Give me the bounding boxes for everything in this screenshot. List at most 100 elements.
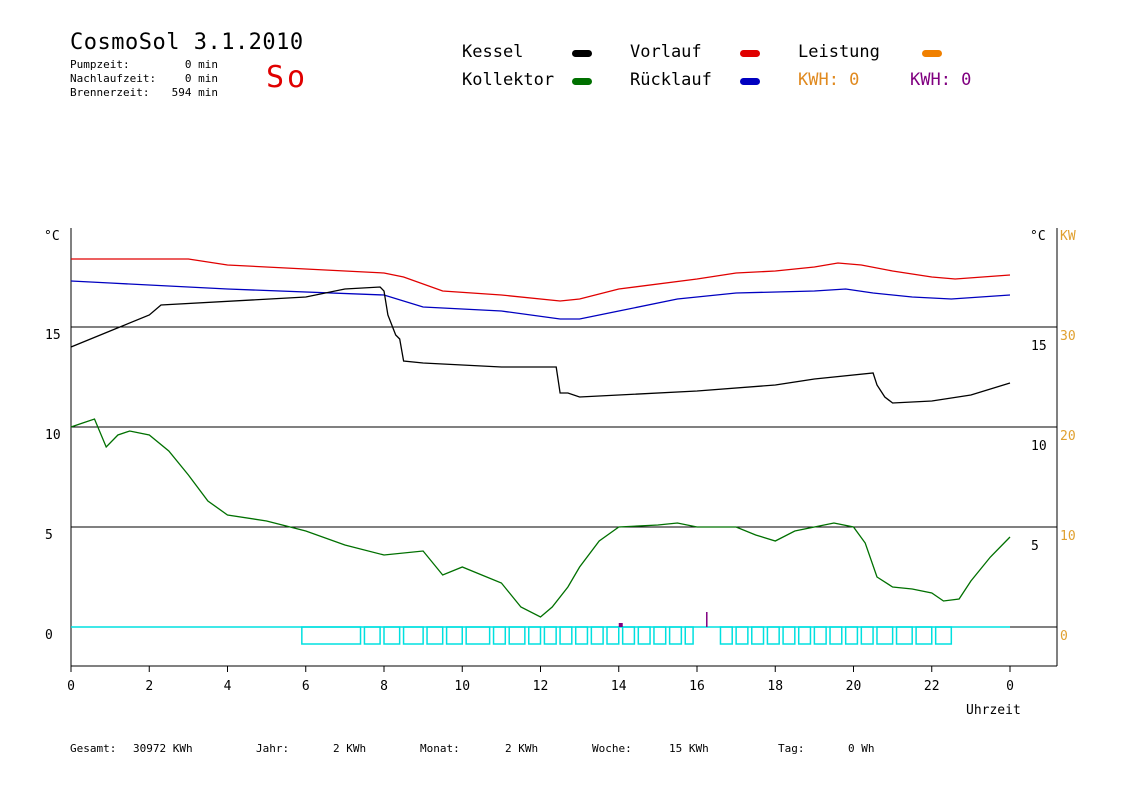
left-axis-unit: °C [44,229,60,244]
footer-gesamt-value: 30972 KWh [133,742,193,755]
pump-cycle [402,626,424,645]
legend-kollektor-label: Kollektor [462,70,555,90]
x-tick-label: 20 [846,679,862,694]
chart-grid [71,326,1057,628]
series-line-kollektor [70,418,1011,618]
x-tick-label: 18 [767,679,783,694]
pump-cycle [684,626,694,645]
pump-cycle [797,626,812,645]
pump-cycle [528,626,542,645]
pump-cycle [653,626,667,645]
footer-tag-label: Tag: [778,742,805,755]
weekday-label: So [266,60,309,95]
stat-label-pumpzeit: Pumpzeit: [70,58,130,71]
pump-cycle [782,626,796,645]
kw-tick-label: 10 [1060,529,1076,544]
legend-kwh-orange: KWH: 0 [798,70,860,90]
stat-label-nachlaufzeit: Nachlaufzeit: [70,72,157,85]
footer-woche-value: 15 KWh [669,742,709,755]
kw-axis-unit: KW [1060,229,1076,244]
footer-tag-value: 0 Wh [848,742,875,755]
pump-cycle [860,626,874,645]
x-tick-label: 2 [145,679,153,694]
pump-cycle [559,626,573,645]
footer-gesamt-label: Gesamt: [70,742,117,755]
pump-cycle [844,626,859,645]
pump-cycle [813,626,827,645]
series-line-kessel [70,286,1011,404]
legend-kwh-purple: KWH: 0 [910,70,972,90]
legend-kessel-swatch [572,50,592,57]
left-tick-label: 0 [45,628,53,643]
right-axis-unit: °C [1030,229,1046,244]
x-tick-label: 10 [454,679,470,694]
legend-leistung-label: Leistung [798,42,880,62]
leistung-marker [618,623,623,627]
pump-cycle [934,626,953,645]
pump-cycle [735,626,749,645]
series-line-vorlauf [71,258,1011,302]
pump-cycle [445,626,464,645]
x-tick-label: 4 [224,679,232,694]
left-tick-label: 15 [45,328,61,343]
kw-tick-label: 0 [1060,629,1068,644]
pump-cycle [766,626,780,645]
axis-labels: 0 2 4 6 8 10 12 14 16 18 20 22 0 Uhrzeit °C 15 10 5 0 °C 15 1… [44,229,1076,718]
pump-cycle [590,626,604,645]
x-tick-label: 0 [67,679,75,694]
stat-value-pumpzeit: 0 min [184,58,218,71]
x-tick-label: 12 [533,679,549,694]
x-tick-label: 16 [689,679,705,694]
pump-cycle [668,626,683,645]
stat-value-brennerzeit: 594 min [171,86,218,99]
right-tick-label: 5 [1031,539,1039,554]
x-axis-label: Uhrzeit [966,703,1021,718]
left-tick-label: 5 [45,528,53,543]
footer-jahr-label: Jahr: [256,742,290,755]
pump-cycle [751,626,765,645]
pump-cycle [876,626,894,645]
legend-leistung-swatch [922,50,942,57]
kw-tick-label: 30 [1060,329,1076,344]
pump-cycle [637,626,651,645]
legend-ruecklauf-swatch [740,78,760,85]
footer-jahr-value: 2 KWh [333,742,367,755]
x-tick-label: 14 [611,679,627,694]
footer-monat-label: Monat: [420,742,460,755]
legend-vorlauf-swatch [740,50,760,57]
x-tick-label: 6 [302,679,310,694]
pump-cycle [621,626,636,645]
right-tick-label: 15 [1031,339,1047,354]
right-tick-label: 10 [1031,439,1047,454]
footer-monat-value: 2 KWh [505,742,539,755]
footer-woche-label: Woche: [592,742,632,755]
legend-ruecklauf-label: Rücklauf [630,70,712,90]
x-tick-label: 8 [380,679,388,694]
legend-kollektor-swatch [572,78,592,85]
chart-axes [70,228,1058,672]
pump-cycle [383,626,401,645]
x-tick-label: 0 [1006,679,1014,694]
pump-cycle [363,626,381,645]
legend-kessel-label: Kessel [462,42,524,62]
pump-cycle [915,626,933,645]
pump-cycle [543,626,557,645]
pump-cycle [606,626,620,645]
pump-cycle [829,626,843,645]
series-lines [70,258,1011,618]
pump-cycle [492,626,507,645]
left-tick-label: 10 [45,428,61,443]
pump-cycle [508,626,526,645]
stat-value-nachlaufzeit: 0 min [184,72,218,85]
stat-label-brennerzeit: Brennerzeit: [70,86,150,99]
series-line-rcklauf [70,280,1011,320]
pump-cycle [426,626,444,645]
legend-vorlauf-label: Vorlauf [630,42,702,62]
pump-cycle [301,626,362,645]
pump-cycles [71,612,1010,645]
kw-tick-label: 20 [1060,429,1076,444]
pump-cycle [719,626,733,645]
x-tick-label: 22 [924,679,940,694]
pump-cycle [465,626,491,645]
